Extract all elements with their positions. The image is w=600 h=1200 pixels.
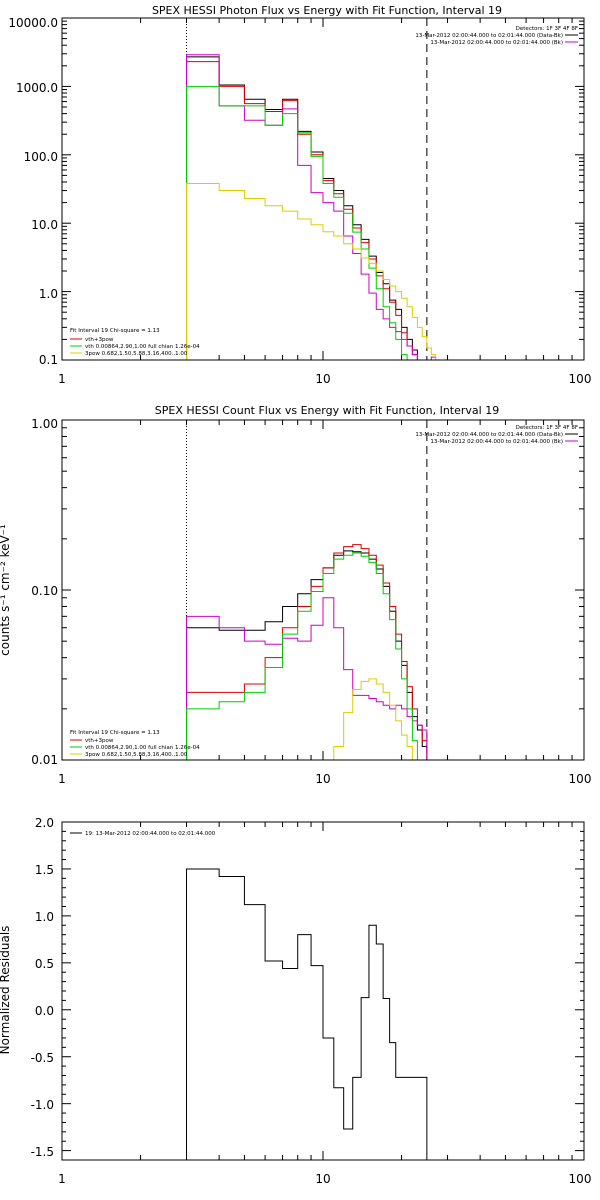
count-y-tick: 0.01 bbox=[31, 753, 58, 767]
series-group bbox=[186, 54, 437, 360]
count-y-tick: 1.00 bbox=[31, 417, 58, 431]
legend-entry: 13-Mar-2012 02:00:44.000 to 02:01:44.000… bbox=[430, 40, 563, 46]
series-line-4 bbox=[186, 678, 427, 760]
photon-y-tick: 10000.0 bbox=[8, 16, 58, 30]
residual-y-tick: -1.0 bbox=[31, 1098, 54, 1112]
photon-flux-panel: SPEX HESSI Photon Flux vs Energy with Fi… bbox=[8, 4, 591, 386]
photon-y-tick: 1000.0 bbox=[16, 81, 58, 95]
count-flux-panel: SPEX HESSI Count Flux vs Energy with Fit… bbox=[0, 404, 591, 786]
residual-x-tick: 1 bbox=[58, 1172, 66, 1186]
residual-y-tick: 1.0 bbox=[35, 910, 54, 924]
photon-legend-left: Fit Interval 19 Chi-square = 1.13 vth+3p… bbox=[70, 328, 200, 357]
series-group bbox=[186, 868, 428, 1160]
residual-x-tick: 10 bbox=[315, 1172, 330, 1186]
residual-y-tick: 1.5 bbox=[35, 863, 54, 877]
count-legend-left: Fit Interval 19 Chi-square = 1.13 vth+3p… bbox=[70, 730, 200, 758]
photon-x-tick: 100 bbox=[569, 372, 592, 386]
tick-marks bbox=[61, 17, 584, 361]
series-line-2 bbox=[186, 597, 428, 760]
legend-entry: 13-Mar-2012 02:00:44.000 to 02:01:44.000… bbox=[430, 439, 563, 445]
legend-entry: vth+3pow bbox=[85, 738, 114, 744]
photon-flux-frame bbox=[61, 17, 585, 361]
count-flux-frame bbox=[61, 419, 585, 761]
photon-legend-right: Detectors: 1F 3F 4F 8F 13-Mar-2012 02:00… bbox=[415, 26, 578, 46]
residual-y-tick: 0.5 bbox=[35, 957, 54, 971]
series-group bbox=[186, 544, 428, 760]
residual-legend: 19: 13-Mar-2012 02:00:44.000 to 02:01:44… bbox=[70, 831, 216, 837]
photon-y-tick: 10.0 bbox=[31, 218, 58, 232]
series-line-3 bbox=[186, 85, 413, 360]
residuals-panel: 2.0 1.5 1.0 0.5 0.0 -0.5 -1.0 -1.5 1 10 … bbox=[0, 816, 591, 1186]
residual-y-tick: -1.5 bbox=[31, 1145, 54, 1159]
legend-entry: 3pow 0.682,1.50,5.88,3.16,400.,1.00 bbox=[85, 351, 188, 357]
photon-y-tick: 1.0 bbox=[39, 287, 58, 301]
count-x-tick: 100 bbox=[569, 772, 592, 786]
legend-entry: 3pow 0.682,1.50,5.88,3.16,400.,1.00 bbox=[85, 752, 188, 758]
series-line-0 bbox=[186, 56, 423, 360]
count-x-tick: 1 bbox=[58, 772, 66, 786]
count-x-tick: 10 bbox=[315, 772, 330, 786]
series-line-0 bbox=[186, 550, 428, 760]
photon-y-tick: 0.1 bbox=[39, 353, 58, 367]
count-y-axis-label: counts s⁻¹ cm⁻² keV⁻¹ bbox=[0, 524, 12, 656]
count-flux-title: SPEX HESSI Count Flux vs Energy with Fit… bbox=[155, 404, 499, 417]
count-y-tick: 0.10 bbox=[31, 584, 58, 598]
legend-detectors: Detectors: 1F 3F 4F 8F bbox=[516, 425, 578, 431]
count-legend-right: Detectors: 1F 3F 4F 8F 13-Mar-2012 02:00… bbox=[415, 425, 578, 445]
legend-entry: vth 0.00864,2.90,1.00 full chian 1.26e-0… bbox=[85, 745, 200, 751]
series-line-2 bbox=[186, 54, 437, 360]
legend-entry: 19: 13-Mar-2012 02:00:44.000 to 02:01:44… bbox=[85, 831, 216, 837]
legend-fit-header: Fit Interval 19 Chi-square = 1.13 bbox=[70, 328, 160, 334]
residual-x-tick: 100 bbox=[569, 1172, 592, 1186]
photon-x-tick: 10 bbox=[315, 372, 330, 386]
legend-entry: 13-Mar-2012 02:00:44.000 to 02:01:44.000… bbox=[415, 432, 563, 438]
series-line-1 bbox=[186, 544, 428, 760]
tick-marks bbox=[61, 821, 584, 1160]
legend-detectors: Detectors: 1F 3F 4F 8F bbox=[516, 26, 578, 32]
series-line-1 bbox=[186, 61, 423, 360]
residual-y-tick: -0.5 bbox=[31, 1051, 54, 1065]
residuals-frame bbox=[61, 821, 585, 1161]
legend-fit-header: Fit Interval 19 Chi-square = 1.13 bbox=[70, 730, 160, 736]
series-line-0 bbox=[186, 868, 428, 1160]
photon-flux-title: SPEX HESSI Photon Flux vs Energy with Fi… bbox=[152, 4, 502, 17]
series-line-4 bbox=[186, 183, 437, 360]
legend-entry: vth+3pow bbox=[85, 337, 114, 343]
residual-y-axis-label: Normalized Residuals bbox=[0, 926, 12, 1055]
photon-x-tick: 1 bbox=[58, 372, 66, 386]
residual-y-tick: 2.0 bbox=[35, 816, 54, 830]
photon-y-tick: 100.0 bbox=[24, 150, 58, 164]
legend-entry: vth 0.00864,2.90,1.00 full chian 1.26e-0… bbox=[85, 344, 200, 350]
residual-y-tick: 0.0 bbox=[35, 1004, 54, 1018]
series-line-3 bbox=[186, 552, 423, 760]
legend-entry: 13-Mar-2012 02:00:44.000 to 02:01:44.000… bbox=[415, 33, 563, 39]
